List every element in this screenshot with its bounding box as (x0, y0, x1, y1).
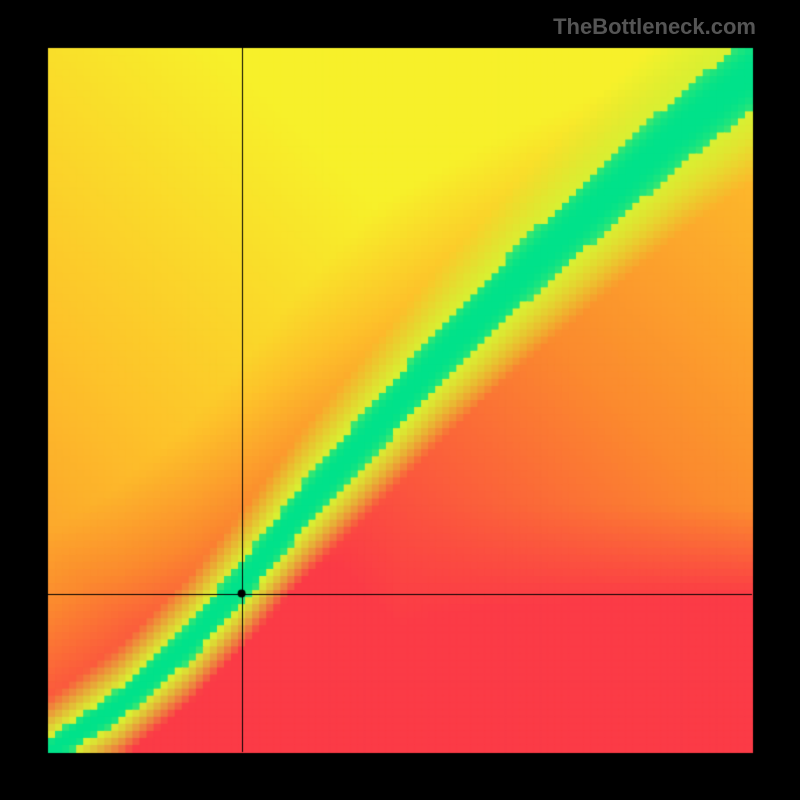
bottleneck-heatmap (0, 0, 800, 800)
watermark-text: TheBottleneck.com (553, 14, 756, 40)
chart-container: TheBottleneck.com (0, 0, 800, 800)
